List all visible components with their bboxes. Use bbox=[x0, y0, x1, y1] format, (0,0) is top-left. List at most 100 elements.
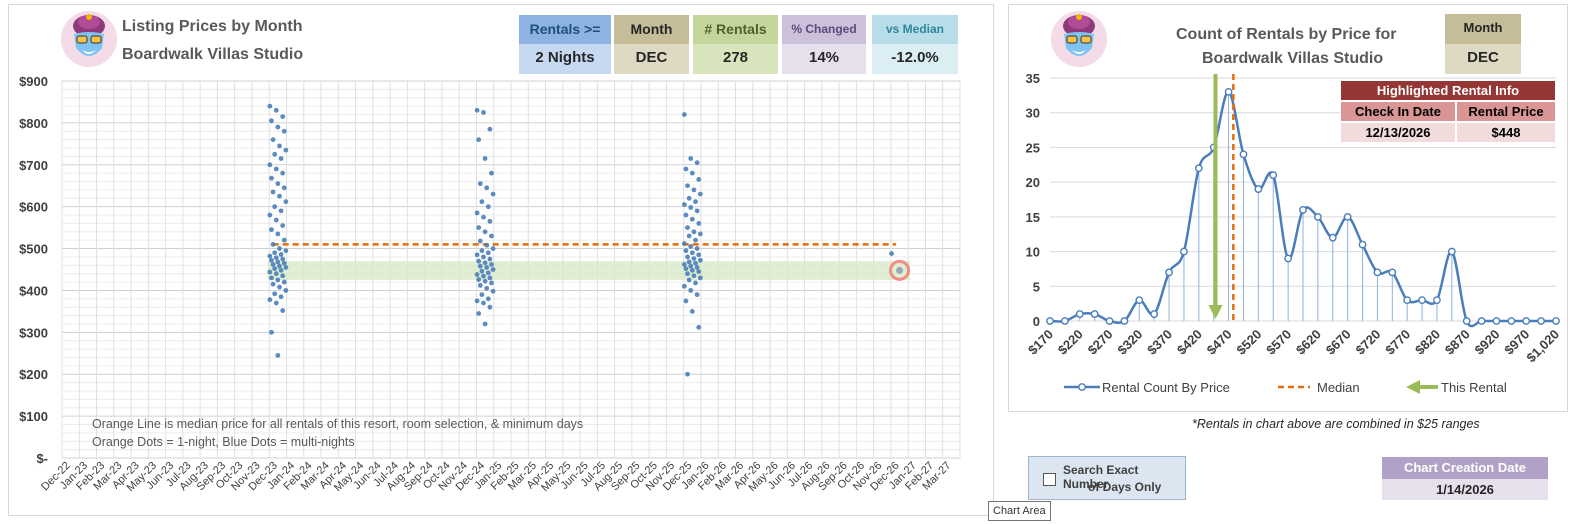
series-marker bbox=[1269, 171, 1278, 180]
genie-logo-icon bbox=[1051, 11, 1107, 67]
this-rental-arrowhead bbox=[1208, 305, 1223, 319]
data-point bbox=[275, 231, 281, 237]
legend-label: Rental Count By Price bbox=[1102, 380, 1230, 395]
stat-label: Month bbox=[614, 15, 689, 44]
data-point bbox=[485, 296, 491, 302]
data-point bbox=[489, 262, 494, 267]
data-point bbox=[270, 262, 276, 267]
x-tick-label: $620 bbox=[1293, 327, 1324, 358]
x-tick-label: $870 bbox=[1442, 327, 1473, 358]
series-marker bbox=[1090, 310, 1099, 318]
stat-value: -12.0% bbox=[872, 44, 958, 74]
data-point bbox=[685, 371, 690, 377]
data-point bbox=[696, 269, 702, 274]
data-point bbox=[696, 324, 702, 330]
data-point bbox=[273, 217, 279, 223]
data-point bbox=[683, 248, 689, 254]
data-point bbox=[272, 151, 278, 157]
exact-days-checkbox-container[interactable]: Search Exact Number of Days Only bbox=[1028, 456, 1186, 500]
data-point bbox=[485, 270, 491, 276]
data-point bbox=[696, 221, 702, 226]
data-point bbox=[683, 266, 689, 272]
data-point bbox=[267, 162, 273, 168]
data-point bbox=[686, 259, 692, 265]
info-col-checkin: Check In Date bbox=[1340, 101, 1456, 122]
data-point bbox=[277, 193, 282, 199]
data-point bbox=[481, 254, 486, 260]
data-point bbox=[476, 137, 482, 143]
data-point bbox=[485, 204, 491, 210]
y-tick-label: 5 bbox=[1033, 279, 1040, 294]
chart-note-2: Orange Dots = 1-night, Blue Dots = multi… bbox=[92, 435, 355, 449]
data-point bbox=[270, 281, 276, 287]
data-point bbox=[479, 268, 485, 274]
data-point bbox=[477, 283, 483, 288]
data-point bbox=[697, 191, 703, 197]
data-point bbox=[484, 265, 490, 270]
chart-title: Listing Prices by Month bbox=[122, 18, 303, 35]
series-marker bbox=[1105, 317, 1114, 325]
series-marker bbox=[1299, 206, 1307, 214]
data-point bbox=[272, 204, 278, 210]
data-point bbox=[273, 166, 279, 172]
data-point bbox=[697, 257, 703, 263]
data-point bbox=[487, 126, 493, 132]
data-point bbox=[490, 288, 496, 294]
data-point bbox=[476, 258, 482, 264]
data-point bbox=[267, 103, 273, 109]
data-point bbox=[275, 352, 281, 358]
scatter-plot: $-$100$200$300$400$500$600$700$800$900De… bbox=[19, 74, 961, 494]
data-point bbox=[278, 208, 284, 214]
data-point bbox=[686, 195, 692, 201]
data-point bbox=[476, 225, 482, 231]
y-tick-label: 25 bbox=[1026, 140, 1040, 155]
data-point bbox=[489, 280, 494, 286]
data-point bbox=[681, 241, 687, 246]
data-point bbox=[681, 283, 687, 289]
y-tick-label: 10 bbox=[1026, 245, 1040, 260]
data-point bbox=[691, 187, 697, 193]
data-point bbox=[694, 292, 700, 298]
y-tick-label: $700 bbox=[19, 158, 48, 173]
histogram-plot: 05101520253035$170$220$270$320$370$420$4… bbox=[1025, 71, 1562, 395]
data-point bbox=[283, 248, 289, 254]
series-marker bbox=[1492, 317, 1501, 325]
data-point bbox=[489, 233, 494, 239]
x-tick-label: $820 bbox=[1412, 327, 1443, 358]
y-tick-label: 0 bbox=[1033, 314, 1040, 329]
checkbox-label-line-2: of Days Only bbox=[1088, 480, 1162, 494]
data-point bbox=[269, 118, 274, 124]
data-point bbox=[269, 329, 274, 335]
data-point bbox=[685, 225, 690, 231]
data-point bbox=[280, 308, 286, 313]
series-marker bbox=[1373, 268, 1382, 277]
data-point bbox=[275, 259, 281, 265]
data-point bbox=[487, 275, 493, 281]
data-point bbox=[479, 292, 485, 298]
info-col-price: Rental Price bbox=[1456, 101, 1556, 122]
stat-label: vs Median bbox=[872, 15, 958, 44]
data-point bbox=[283, 288, 289, 293]
info-price-value: $448 bbox=[1456, 122, 1556, 143]
y-tick-label: 20 bbox=[1026, 175, 1040, 190]
data-point bbox=[696, 177, 702, 182]
data-point bbox=[685, 254, 690, 260]
data-point bbox=[474, 107, 480, 113]
info-checkin-value: 12/13/2026 bbox=[1340, 122, 1456, 143]
data-point bbox=[278, 267, 284, 273]
stat-value: 14% bbox=[782, 44, 866, 74]
series-marker bbox=[1358, 240, 1367, 249]
y-tick-label: $800 bbox=[19, 116, 48, 131]
series-marker bbox=[1313, 212, 1322, 221]
x-tick-label: $570 bbox=[1263, 327, 1294, 358]
y-tick-label: 15 bbox=[1026, 210, 1040, 225]
data-point bbox=[476, 311, 482, 316]
series-marker bbox=[1433, 296, 1441, 305]
data-point bbox=[280, 223, 286, 228]
info-title: Highlighted Rental Info bbox=[1340, 80, 1556, 101]
data-point bbox=[683, 298, 689, 304]
data-point bbox=[688, 263, 694, 269]
exact-days-checkbox[interactable] bbox=[1043, 473, 1056, 486]
series-marker bbox=[1403, 296, 1412, 305]
series-marker bbox=[1046, 317, 1054, 325]
